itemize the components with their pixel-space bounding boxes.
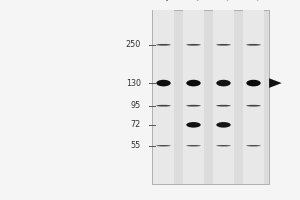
Bar xyxy=(213,10,234,184)
Ellipse shape xyxy=(216,44,231,46)
Ellipse shape xyxy=(156,105,171,107)
Ellipse shape xyxy=(216,145,231,146)
Ellipse shape xyxy=(156,145,171,146)
Text: 293T/17: 293T/17 xyxy=(164,0,189,2)
Ellipse shape xyxy=(216,80,231,86)
Ellipse shape xyxy=(216,122,231,128)
Ellipse shape xyxy=(246,145,261,146)
Ellipse shape xyxy=(186,80,201,86)
Text: Ramos: Ramos xyxy=(254,0,275,2)
Ellipse shape xyxy=(216,105,231,107)
Ellipse shape xyxy=(246,105,261,107)
Ellipse shape xyxy=(186,145,201,146)
Ellipse shape xyxy=(186,122,201,128)
Ellipse shape xyxy=(246,80,261,86)
Polygon shape xyxy=(269,78,282,88)
Ellipse shape xyxy=(186,105,201,107)
Text: 55: 55 xyxy=(131,141,141,150)
Text: 250: 250 xyxy=(126,40,141,49)
Bar xyxy=(153,10,174,184)
Ellipse shape xyxy=(156,80,171,86)
Text: K562: K562 xyxy=(224,0,241,2)
Bar xyxy=(243,10,264,184)
Text: 130: 130 xyxy=(126,79,141,88)
Ellipse shape xyxy=(186,44,201,46)
Bar xyxy=(183,10,204,184)
Text: 72: 72 xyxy=(131,120,141,129)
Text: Daudi: Daudi xyxy=(194,0,213,2)
Ellipse shape xyxy=(246,44,261,46)
Bar xyxy=(152,10,268,184)
Ellipse shape xyxy=(156,44,171,46)
Text: 95: 95 xyxy=(131,101,141,110)
